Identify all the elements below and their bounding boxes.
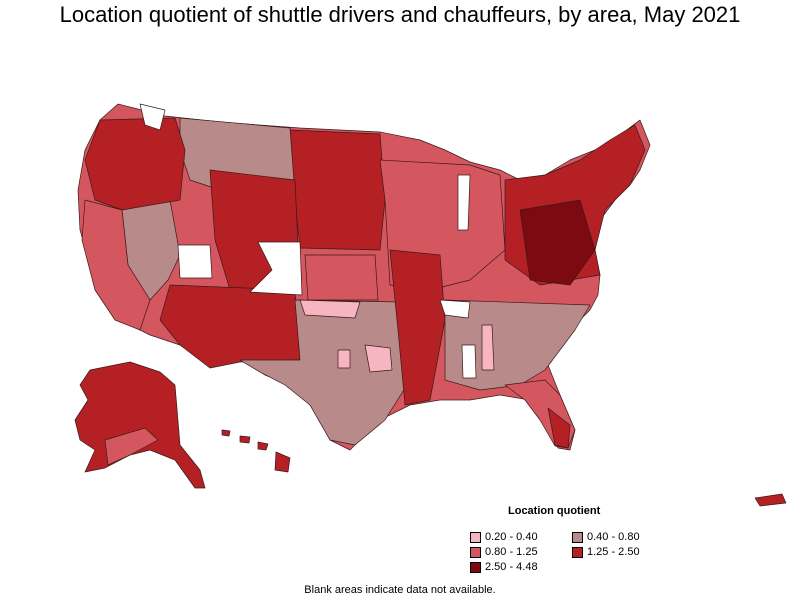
blank-area-idaho [139,103,166,131]
low-lq-area-georgia [481,324,495,371]
map-legend: Location quotient 0.20 - 0.40 0.40 - 0.8… [470,505,670,573]
low-lq-area-louisiana [364,344,393,373]
blank-area-michigan [457,174,471,231]
region-southeast [444,299,591,391]
legend-swatch [470,561,481,573]
region-florida-south [547,407,571,449]
puerto-rico [754,493,787,507]
legend-swatch [470,546,481,558]
region-pacific-northwest [84,117,186,211]
hawaii-island-4 [221,429,231,437]
legend-label: 0.40 - 0.80 [587,531,640,543]
blank-area-tennessee [439,299,471,319]
region-northern-plains [289,129,386,251]
legend-swatch [470,531,481,543]
legend-item-2-50-4-48: 2.50 - 4.48 [470,561,572,573]
hawaii-island-1 [274,451,291,473]
blank-area-colorado [249,241,303,296]
legend-label: 0.20 - 0.40 [485,531,538,543]
blank-area-utah [177,244,213,279]
legend-swatch [572,531,583,543]
legend-swatch [572,546,583,558]
low-lq-area-texas [337,349,351,369]
legend-item-1-25-2-50: 1.25 - 2.50 [572,546,672,558]
legend-label: 2.50 - 4.48 [485,561,538,573]
legend-label: 1.25 - 2.50 [587,546,640,558]
region-california [81,199,151,331]
region-southwest [159,284,301,369]
blank-area-alabama [461,344,477,379]
alaska-region [74,361,206,489]
alaska-southwest [104,427,159,466]
region-appalachia [519,199,596,286]
region-mississippi-valley [389,249,446,406]
hawaii-island-3 [239,435,251,444]
footnote: Blank areas indicate data not available. [304,584,496,596]
legend-title: Location quotient [508,505,601,517]
region-kansas [304,254,379,301]
map-title: Location quotient of shuttle drivers and… [59,2,741,27]
hawaii-island-2 [257,441,269,451]
legend-label: 0.80 - 1.25 [485,546,538,558]
legend-item-0-40-0-80: 0.40 - 0.80 [572,531,672,543]
low-lq-area-oklahoma [299,299,361,319]
legend-item-0-80-1-25: 0.80 - 1.25 [470,546,572,558]
legend-item-0-20-0-40: 0.20 - 0.40 [470,531,572,543]
